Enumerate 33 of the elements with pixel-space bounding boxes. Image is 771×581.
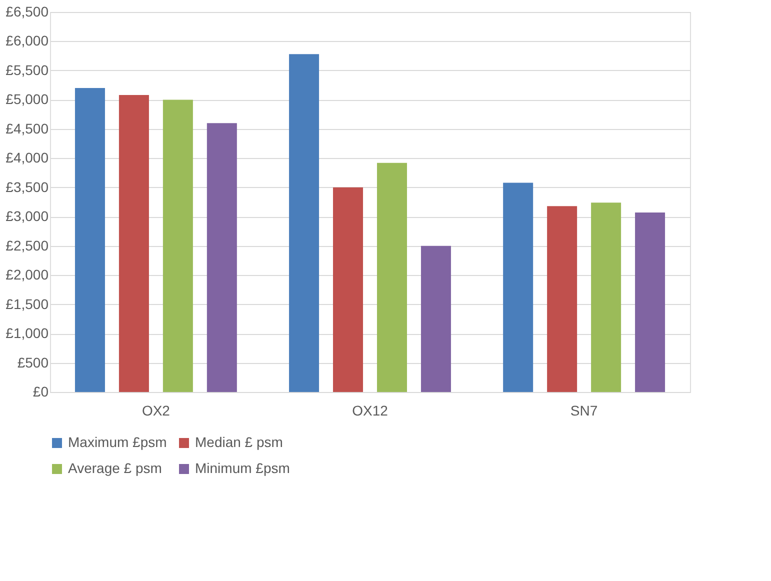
- bar: [289, 54, 320, 392]
- y-tick-label: £3,500: [6, 178, 49, 195]
- y-tick-label: £500: [17, 354, 49, 370]
- bar: [635, 212, 666, 392]
- legend-label: Median £ psm: [195, 434, 283, 450]
- legend-label: Average £ psm: [68, 460, 162, 476]
- y-tick-label: £6,500: [6, 4, 49, 20]
- bar: [420, 246, 451, 392]
- y-tick-label: £4,000: [6, 150, 49, 166]
- bar: [591, 202, 622, 392]
- legend-label: Maximum £psm: [68, 434, 167, 450]
- y-tick-label: £2,000: [6, 266, 49, 283]
- y-tick-label: £5,500: [6, 62, 49, 78]
- y-tick-label: £5,000: [6, 91, 49, 108]
- y-tick-label: £6,000: [6, 32, 49, 49]
- bar: [333, 187, 364, 392]
- bar: [74, 88, 105, 392]
- x-tick-label: OX12: [352, 402, 388, 418]
- y-tick-label: £3,000: [6, 208, 49, 224]
- y-tick-label: £0: [32, 384, 49, 400]
- bar: [376, 162, 407, 392]
- y-tick-label: £2,500: [6, 237, 49, 254]
- legend-label: Minimum £psm: [195, 460, 290, 476]
- bar: [206, 123, 237, 392]
- bar: [118, 95, 149, 392]
- y-tick-label: £1,500: [6, 296, 49, 312]
- y-tick-label: £4,500: [6, 120, 49, 136]
- bar: [547, 206, 578, 392]
- x-tick-label: OX2: [142, 402, 170, 418]
- bar: [162, 100, 193, 392]
- y-tick-label: £1,000: [6, 325, 49, 342]
- x-tick-label: SN7: [570, 402, 598, 418]
- bar: [503, 182, 534, 392]
